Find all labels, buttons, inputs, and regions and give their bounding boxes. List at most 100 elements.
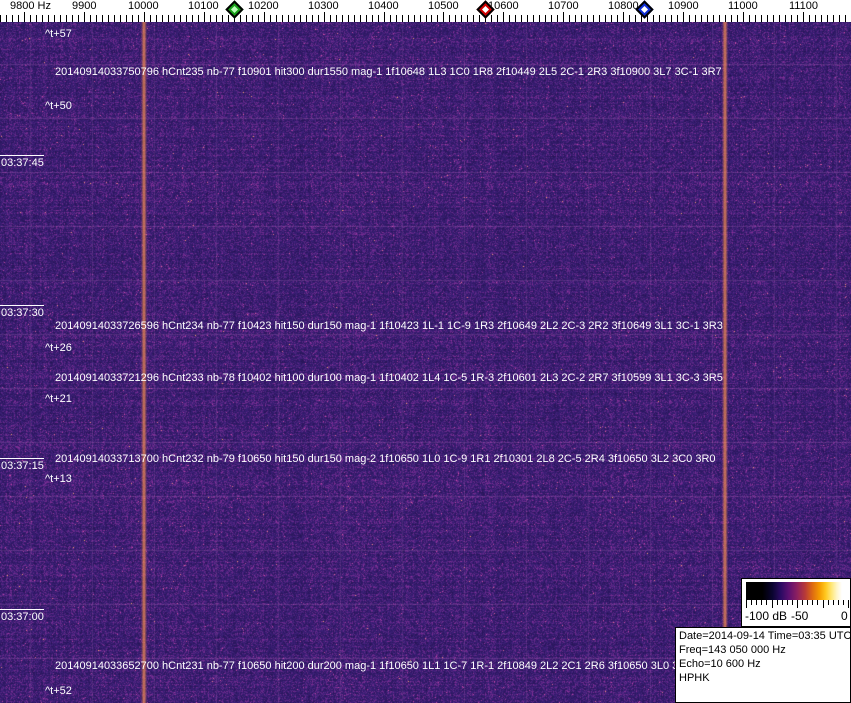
ruler-minor-tick — [491, 15, 492, 22]
ruler-minor-tick — [240, 15, 241, 22]
ruler-minor-tick — [252, 15, 253, 22]
colorbar-minor-tick — [807, 600, 808, 605]
ruler-minor-tick — [785, 15, 786, 22]
ruler-minor-tick — [755, 15, 756, 22]
ruler-major-tick — [384, 12, 385, 22]
ruler-minor-tick — [449, 15, 450, 22]
ruler-minor-tick — [641, 15, 642, 22]
ruler-minor-tick — [402, 15, 403, 22]
colorbar-label-mid: -50 — [791, 609, 809, 623]
spectrogram-canvas-area[interactable]: 03:37:45 03:37:30 03:37:15 03:37:00 ^t+57 ^t+… — [0, 22, 851, 703]
ruler-minor-tick — [102, 15, 103, 22]
ruler-minor-tick — [671, 15, 672, 22]
ruler-minor-tick — [509, 15, 510, 22]
freq-tick-label: 10200 — [248, 0, 279, 12]
freq-tick-label: 9900 — [72, 0, 97, 12]
ruler-minor-tick — [647, 15, 648, 22]
ruler-minor-tick — [150, 15, 151, 22]
ruler-minor-tick — [689, 15, 690, 22]
ruler-minor-tick — [737, 15, 738, 22]
ruler-minor-tick — [108, 15, 109, 22]
colorbar-major-tick — [823, 600, 824, 608]
colorbar-minor-tick — [787, 600, 788, 605]
colorbar: -100 dB -50 0 — [741, 578, 851, 627]
ruler-minor-tick — [228, 15, 229, 22]
ruler-minor-tick — [210, 15, 211, 22]
ruler-minor-tick — [809, 15, 810, 22]
colorbar-major-tick — [772, 600, 773, 608]
ruler-minor-tick — [0, 15, 1, 22]
ruler-minor-tick — [54, 15, 55, 22]
ruler-minor-tick — [114, 15, 115, 22]
colorbar-minor-tick — [761, 600, 762, 605]
ruler-minor-tick — [306, 15, 307, 22]
ruler-minor-tick — [497, 15, 498, 22]
ruler-minor-tick — [174, 15, 175, 22]
ruler-minor-tick — [156, 15, 157, 22]
colorbar-minor-tick — [817, 600, 818, 605]
ruler-minor-tick — [312, 15, 313, 22]
ruler-minor-tick — [276, 15, 277, 22]
ruler-minor-tick — [396, 15, 397, 22]
ruler-minor-tick — [360, 15, 361, 22]
ruler-minor-tick — [120, 15, 121, 22]
ruler-major-tick — [623, 12, 624, 22]
ruler-minor-tick — [635, 15, 636, 22]
ruler-minor-tick — [78, 15, 79, 22]
freq-tick-label: 10500 — [428, 0, 459, 12]
freq-tick-label: 10300 — [308, 0, 339, 12]
ruler-minor-tick — [827, 15, 828, 22]
ruler-minor-tick — [701, 15, 702, 22]
ruler-minor-tick — [300, 15, 301, 22]
ruler-minor-tick — [12, 15, 13, 22]
colorbar-minor-tick — [828, 600, 829, 605]
ruler-minor-tick — [168, 15, 169, 22]
ruler-minor-tick — [665, 15, 666, 22]
ruler-minor-tick — [18, 15, 19, 22]
colorbar-minor-tick — [792, 600, 793, 605]
ruler-minor-tick — [318, 15, 319, 22]
freq-tick-label: 10600 — [488, 0, 519, 12]
frequency-ruler[interactable]: 9800 Hz 9900 10000 10100 10200 10300 10400 1050… — [0, 0, 851, 22]
time-offset-marker: ^t+57 — [45, 28, 72, 40]
spectrogram-noise-canvas — [0, 22, 851, 703]
ruler-minor-tick — [569, 15, 570, 22]
ruler-minor-tick — [390, 15, 391, 22]
time-axis-label: 03:37:30 — [0, 305, 44, 319]
ruler-minor-tick — [659, 15, 660, 22]
ruler-major-tick — [324, 12, 325, 22]
ruler-minor-tick — [779, 15, 780, 22]
ruler-minor-tick — [719, 15, 720, 22]
ruler-minor-tick — [551, 15, 552, 22]
ruler-minor-tick — [258, 15, 259, 22]
freq-tick-label: 10000 — [128, 0, 159, 12]
ruler-minor-tick — [162, 15, 163, 22]
ruler-minor-tick — [378, 15, 379, 22]
ruler-minor-tick — [426, 15, 427, 22]
ruler-minor-tick — [354, 15, 355, 22]
ruler-minor-tick — [414, 15, 415, 22]
ruler-minor-tick — [695, 15, 696, 22]
ruler-minor-tick — [653, 15, 654, 22]
time-offset-marker: ^t+52 — [45, 685, 72, 697]
ruler-minor-tick — [126, 15, 127, 22]
colorbar-minor-tick — [812, 600, 813, 605]
detection-record-line: 20140914033721296 hCnt233 nb-78 f10402 h… — [55, 372, 723, 384]
ruler-minor-tick — [222, 15, 223, 22]
time-axis-label: 03:37:45 — [0, 155, 44, 169]
detection-record-line: 20140914033750796 hCnt235 nb-77 f10901 h… — [55, 66, 722, 78]
ruler-minor-tick — [455, 15, 456, 22]
freq-tick-label: 9800 Hz — [10, 0, 51, 12]
ruler-minor-tick — [515, 15, 516, 22]
ruler-minor-tick — [473, 15, 474, 22]
ruler-minor-tick — [767, 15, 768, 22]
ruler-minor-tick — [348, 15, 349, 22]
ruler-minor-tick — [527, 15, 528, 22]
ruler-minor-tick — [707, 15, 708, 22]
ruler-minor-tick — [725, 15, 726, 22]
ruler-minor-tick — [479, 15, 480, 22]
ruler-minor-tick — [431, 15, 432, 22]
ruler-minor-tick — [713, 15, 714, 22]
ruler-minor-tick — [6, 15, 7, 22]
